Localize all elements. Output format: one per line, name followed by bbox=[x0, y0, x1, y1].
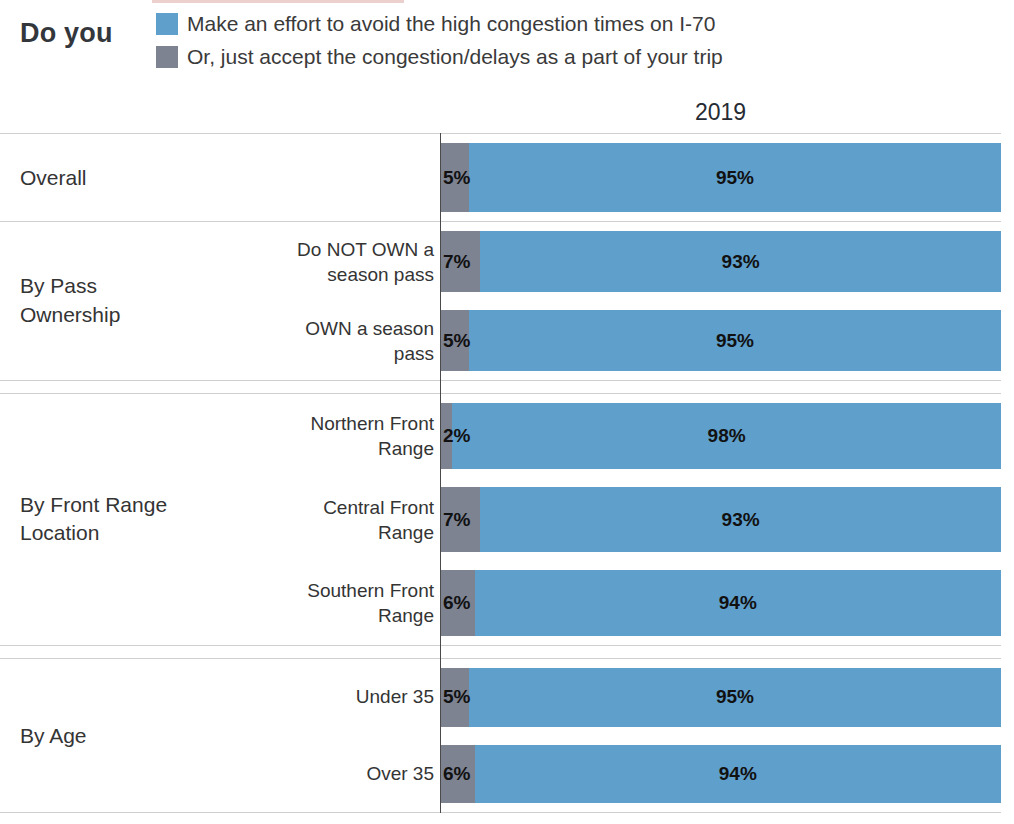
axis-line bbox=[440, 133, 441, 813]
accept-percent-label: 7% bbox=[443, 509, 470, 531]
chart-title: Do you bbox=[20, 18, 113, 49]
accept-percent-label: 6% bbox=[443, 592, 470, 614]
accept-percent-label: 5% bbox=[443, 330, 470, 352]
legend-item-avoid[interactable]: Make an effort to avoid the high congest… bbox=[156, 12, 723, 36]
bar-row: Southern Front Range 6% 94% bbox=[0, 561, 1001, 645]
section-label: By Age bbox=[20, 721, 190, 750]
accept-percent-label: 5% bbox=[443, 686, 470, 708]
section-label: By Pass Ownership bbox=[20, 272, 190, 330]
stacked-bar-chart: Overall 5% 95% By Pass Ownership Do NOT … bbox=[0, 133, 1001, 813]
avoid-percent-label: 98% bbox=[452, 425, 1001, 447]
bar-row: Northern Front Range 2% 98% bbox=[0, 394, 1001, 478]
legend: Make an effort to avoid the high congest… bbox=[156, 12, 723, 78]
legend-label: Make an effort to avoid the high congest… bbox=[187, 12, 715, 36]
section-gap bbox=[0, 646, 1001, 658]
row-label: Over 35 bbox=[284, 761, 434, 786]
chart-section: Overall 5% 95% bbox=[0, 133, 1001, 221]
section-gap bbox=[0, 381, 1001, 393]
row-label: Northern Front Range bbox=[284, 411, 434, 461]
row-label: Under 35 bbox=[284, 685, 434, 710]
row-label: Do NOT OWN a season pass bbox=[284, 236, 434, 286]
bar-track: 6% 94% bbox=[441, 570, 1001, 636]
avoid-percent-label: 94% bbox=[475, 592, 1001, 614]
bar-track: 7% 93% bbox=[441, 231, 1001, 292]
legend-swatch-gray-icon bbox=[156, 46, 178, 68]
legend-swatch-blue-icon bbox=[156, 13, 178, 35]
avoid-percent-label: 95% bbox=[469, 330, 1001, 352]
chart-canvas: Do you Make an effort to avoid the high … bbox=[0, 0, 1014, 824]
bar-track: 5% 95% bbox=[441, 668, 1001, 727]
avoid-percent-label: 93% bbox=[480, 251, 1001, 273]
avoid-percent-label: 93% bbox=[480, 509, 1001, 531]
section-label: Overall bbox=[20, 163, 190, 192]
bar-track: 6% 94% bbox=[441, 745, 1001, 804]
legend-item-accept[interactable]: Or, just accept the congestion/delays as… bbox=[156, 45, 723, 69]
accept-percent-label: 7% bbox=[443, 251, 470, 273]
bar-track: 5% 95% bbox=[441, 310, 1001, 371]
accept-percent-label: 6% bbox=[443, 763, 470, 785]
row-label: Southern Front Range bbox=[284, 578, 434, 628]
bar-track: 7% 93% bbox=[441, 487, 1001, 553]
row-label: Central Front Range bbox=[284, 494, 434, 544]
accept-percent-label: 5% bbox=[443, 167, 470, 189]
chart-section: By Front Range Location Northern Front R… bbox=[0, 393, 1001, 646]
chart-section: By Pass Ownership Do NOT OWN a season pa… bbox=[0, 221, 1001, 381]
column-header-2019: 2019 bbox=[440, 99, 1001, 126]
avoid-percent-label: 95% bbox=[469, 167, 1001, 189]
legend-label: Or, just accept the congestion/delays as… bbox=[187, 45, 723, 69]
row-label: OWN a season pass bbox=[284, 315, 434, 365]
bar-track: 2% 98% bbox=[441, 403, 1001, 469]
section-label: By Front Range Location bbox=[20, 491, 190, 549]
chart-section: By Age Under 35 5% 95% Over 35 6% 94% bbox=[0, 658, 1001, 813]
avoid-percent-label: 95% bbox=[469, 686, 1001, 708]
avoid-percent-label: 94% bbox=[475, 763, 1001, 785]
bar-track: 5% 95% bbox=[441, 143, 1001, 212]
crop-artifact bbox=[152, 0, 404, 3]
